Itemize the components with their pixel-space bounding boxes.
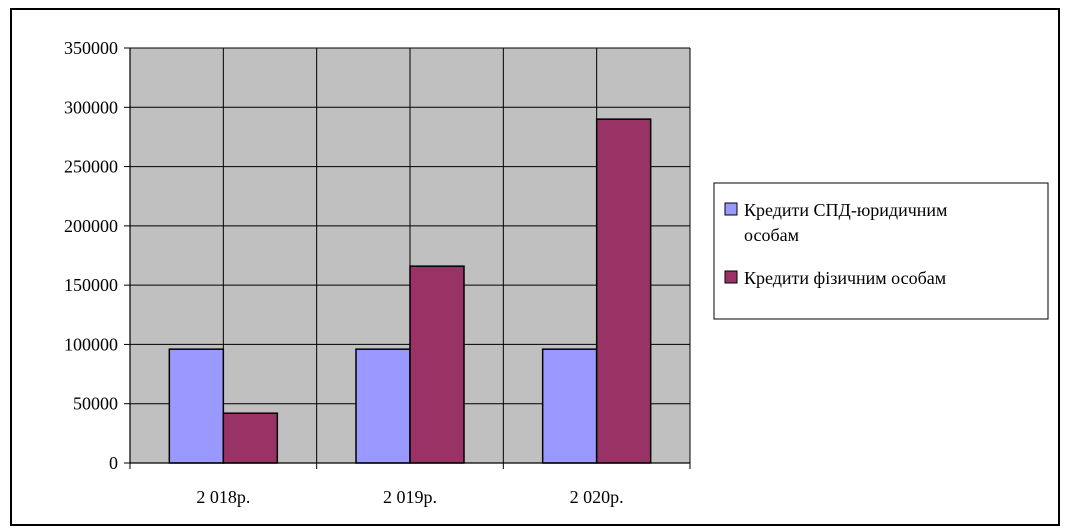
y-tick-label: 100000 xyxy=(64,334,118,354)
y-tick-label: 250000 xyxy=(64,157,118,177)
y-tick-label: 200000 xyxy=(64,216,118,236)
bar-individuals xyxy=(409,265,465,464)
y-tick-label: 150000 xyxy=(64,275,118,295)
y-tick-label: 300000 xyxy=(64,97,118,117)
bar-legal-entities xyxy=(355,348,411,464)
y-tick-label: 350000 xyxy=(64,38,118,58)
y-tick-label: 0 xyxy=(109,453,118,473)
legend-swatch xyxy=(724,270,738,284)
x-tick-label: 2 020р. xyxy=(570,487,624,507)
bar-individuals xyxy=(595,118,652,464)
legend-label: Кредити СПД-юридичним xyxy=(744,200,947,220)
legend-label: особам xyxy=(744,225,799,245)
bar-legal-entities xyxy=(541,348,598,464)
legend-swatch xyxy=(724,202,738,216)
x-tick-label: 2 019р. xyxy=(383,487,437,507)
bar-legal-entities xyxy=(168,348,225,464)
legend-label: Кредити фізичним особам xyxy=(744,268,946,288)
legend-box xyxy=(713,182,1049,320)
x-tick-label: 2 018р. xyxy=(196,487,250,507)
y-tick-label: 50000 xyxy=(73,394,118,414)
bar-individuals xyxy=(222,412,279,464)
